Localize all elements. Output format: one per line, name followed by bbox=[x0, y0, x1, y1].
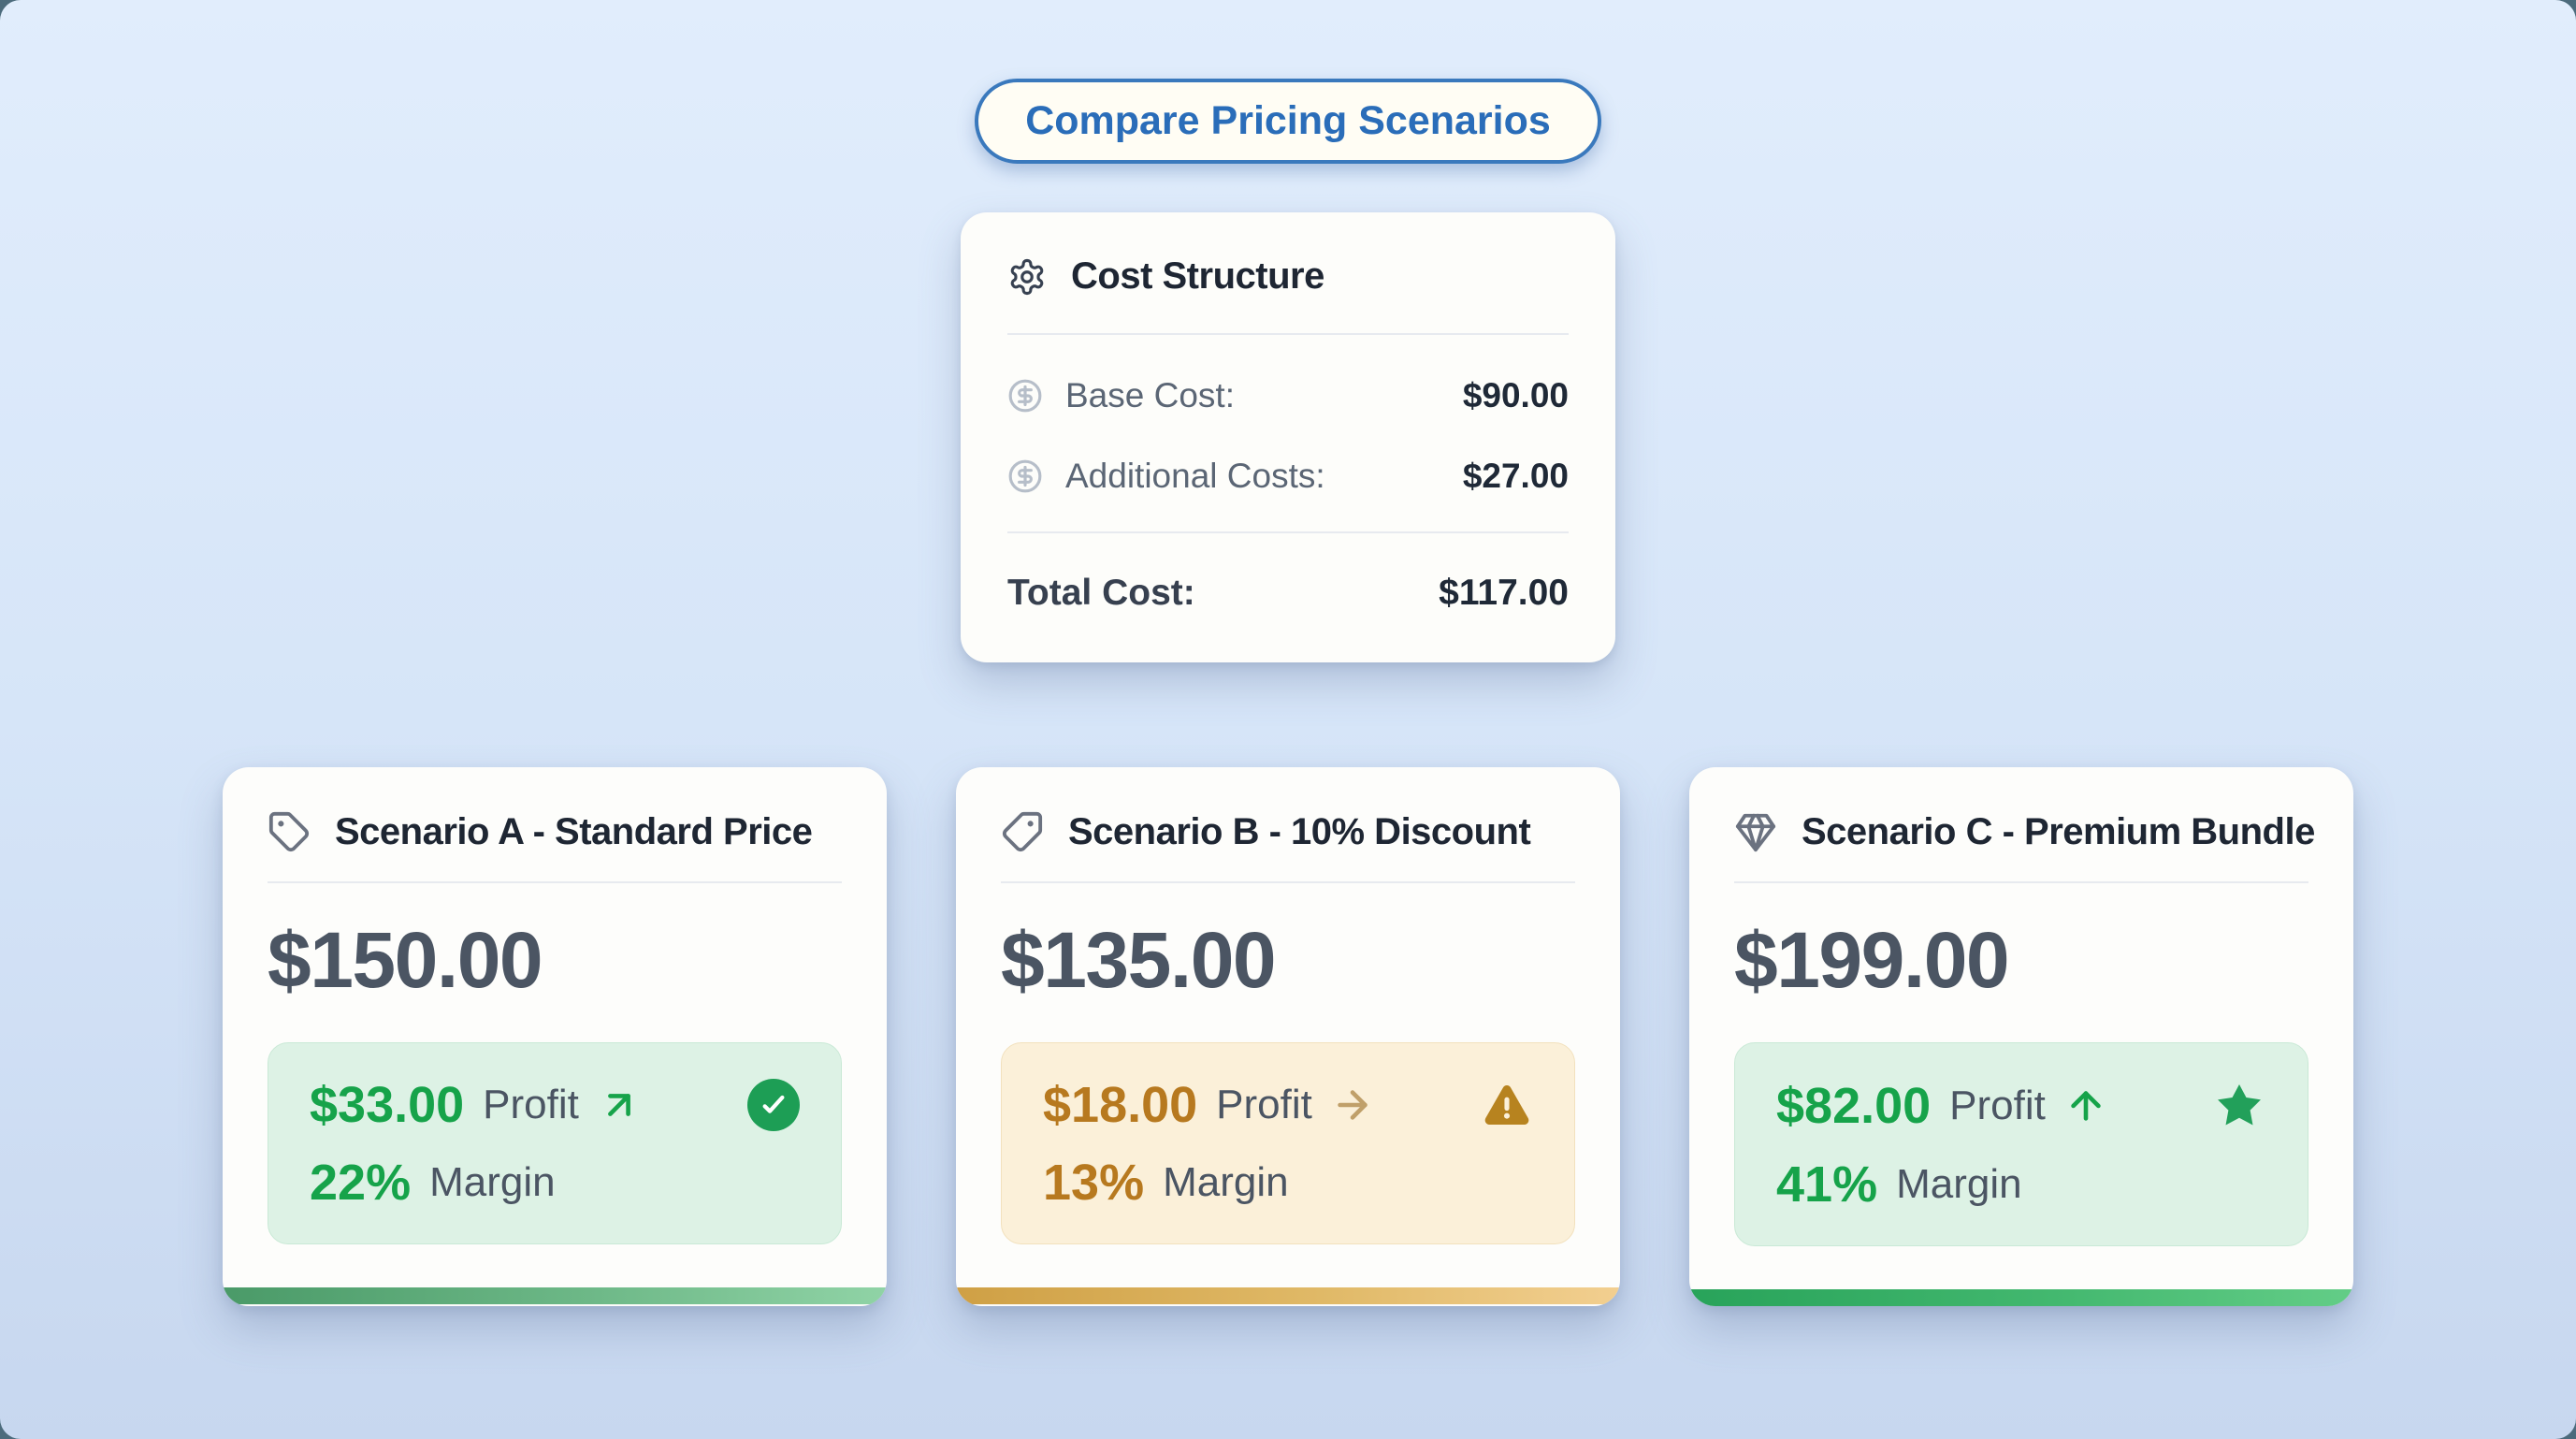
margin-row: 22% Margin bbox=[310, 1157, 800, 1208]
total-cost-label: Total Cost: bbox=[1007, 573, 1195, 613]
scenario-b-profit-value: $18.00 bbox=[1043, 1077, 1198, 1134]
base-cost-label: Base Cost: bbox=[1065, 376, 1235, 414]
total-cost-row: Total Cost: $117.00 bbox=[1007, 573, 1569, 614]
base-cost-value: $90.00 bbox=[1462, 376, 1569, 414]
arrow-up-icon bbox=[2064, 1084, 2107, 1127]
scenario-a-title: Scenario A - Standard Price bbox=[335, 810, 813, 852]
scenario-c-header: Scenario C - Premium Bundle bbox=[1734, 810, 2315, 853]
scenario-a-header: Scenario A - Standard Price bbox=[268, 810, 842, 853]
profit-label: Profit bbox=[1949, 1083, 2046, 1129]
additional-costs-row: Additional Costs: $27.00 bbox=[1007, 457, 1569, 496]
topbar: Compare Pricing Scenarios bbox=[0, 0, 2576, 164]
profit-label: Profit bbox=[483, 1082, 579, 1128]
additional-costs-label: Additional Costs: bbox=[1065, 457, 1325, 495]
scenario-c-profit-box: $82.00 Profit 41% bbox=[1734, 1042, 2308, 1247]
check-circle-icon bbox=[747, 1079, 800, 1132]
base-cost-row: Base Cost: $90.00 bbox=[1007, 376, 1569, 415]
scenario-c-title: Scenario C - Premium Bundle bbox=[1802, 810, 2315, 852]
profit-row: $82.00 Profit bbox=[1776, 1079, 2266, 1133]
cost-structure-title: Cost Structure bbox=[1071, 255, 1324, 297]
profit-row: $18.00 Profit bbox=[1043, 1079, 1533, 1131]
scenario-b-price: $135.00 bbox=[1001, 916, 1277, 1004]
scenario-a-profit-value: $33.00 bbox=[310, 1077, 465, 1134]
margin-row: 41% Margin bbox=[1776, 1159, 2266, 1210]
dollar-circle-icon bbox=[1007, 458, 1043, 494]
scenario-card-c: Scenario C - Premium Bundle $199.00 $82.… bbox=[1689, 767, 2353, 1307]
scenario-b-profit-box: $18.00 Profit bbox=[1001, 1042, 1575, 1245]
gem-icon bbox=[1734, 810, 1777, 853]
scenario-c-profit-value: $82.00 bbox=[1776, 1078, 1932, 1135]
scenario-a-margin-value: 22% bbox=[310, 1155, 412, 1212]
divider bbox=[1001, 881, 1575, 883]
margin-label: Margin bbox=[1163, 1159, 1289, 1206]
scenario-a-price: $150.00 bbox=[268, 916, 543, 1004]
margin-row: 13% Margin bbox=[1043, 1157, 1533, 1208]
tag-icon bbox=[1001, 810, 1044, 853]
dollar-circle-icon bbox=[1007, 378, 1043, 414]
scenario-c-price: $199.00 bbox=[1734, 916, 2010, 1004]
divider bbox=[1734, 881, 2308, 883]
scenario-card-b: Scenario B - 10% Discount $135.00 $18.00… bbox=[956, 767, 1620, 1307]
tag-icon bbox=[268, 810, 311, 853]
divider bbox=[1007, 333, 1569, 335]
scenario-b-margin-value: 13% bbox=[1043, 1155, 1145, 1212]
cost-structure-card: Cost Structure Base Cost: $90.00 bbox=[961, 212, 1615, 662]
scenario-b-header: Scenario B - 10% Discount bbox=[1001, 810, 1575, 853]
arrow-up-right-icon bbox=[598, 1083, 641, 1126]
profit-label: Profit bbox=[1216, 1082, 1312, 1128]
gear-icon bbox=[1007, 257, 1047, 297]
scenario-c-margin-value: 41% bbox=[1776, 1156, 1878, 1214]
profit-row: $33.00 Profit bbox=[310, 1077, 800, 1134]
divider bbox=[1007, 531, 1569, 533]
star-icon bbox=[2212, 1079, 2266, 1133]
scenario-a-profit-box: $33.00 Profit 22% bbox=[268, 1042, 842, 1245]
warning-triangle-icon bbox=[1481, 1079, 1533, 1131]
scenario-b-accent-strip bbox=[956, 1287, 1620, 1305]
additional-costs-value: $27.00 bbox=[1462, 457, 1569, 495]
scenario-c-accent-strip bbox=[1689, 1289, 2353, 1307]
divider bbox=[268, 881, 842, 883]
margin-label: Margin bbox=[429, 1159, 556, 1206]
scenario-a-accent-strip bbox=[223, 1287, 887, 1305]
scenario-cards-row: Scenario A - Standard Price $150.00 $33.… bbox=[0, 767, 2576, 1307]
total-cost-value: $117.00 bbox=[1439, 573, 1569, 613]
scenario-b-title: Scenario B - 10% Discount bbox=[1068, 810, 1531, 852]
cost-structure-header: Cost Structure bbox=[1007, 255, 1569, 298]
margin-label: Margin bbox=[1896, 1161, 2022, 1208]
arrow-right-icon bbox=[1331, 1083, 1374, 1126]
scenario-card-a: Scenario A - Standard Price $150.00 $33.… bbox=[223, 767, 887, 1307]
compare-pricing-scenarios-button[interactable]: Compare Pricing Scenarios bbox=[975, 79, 1601, 164]
